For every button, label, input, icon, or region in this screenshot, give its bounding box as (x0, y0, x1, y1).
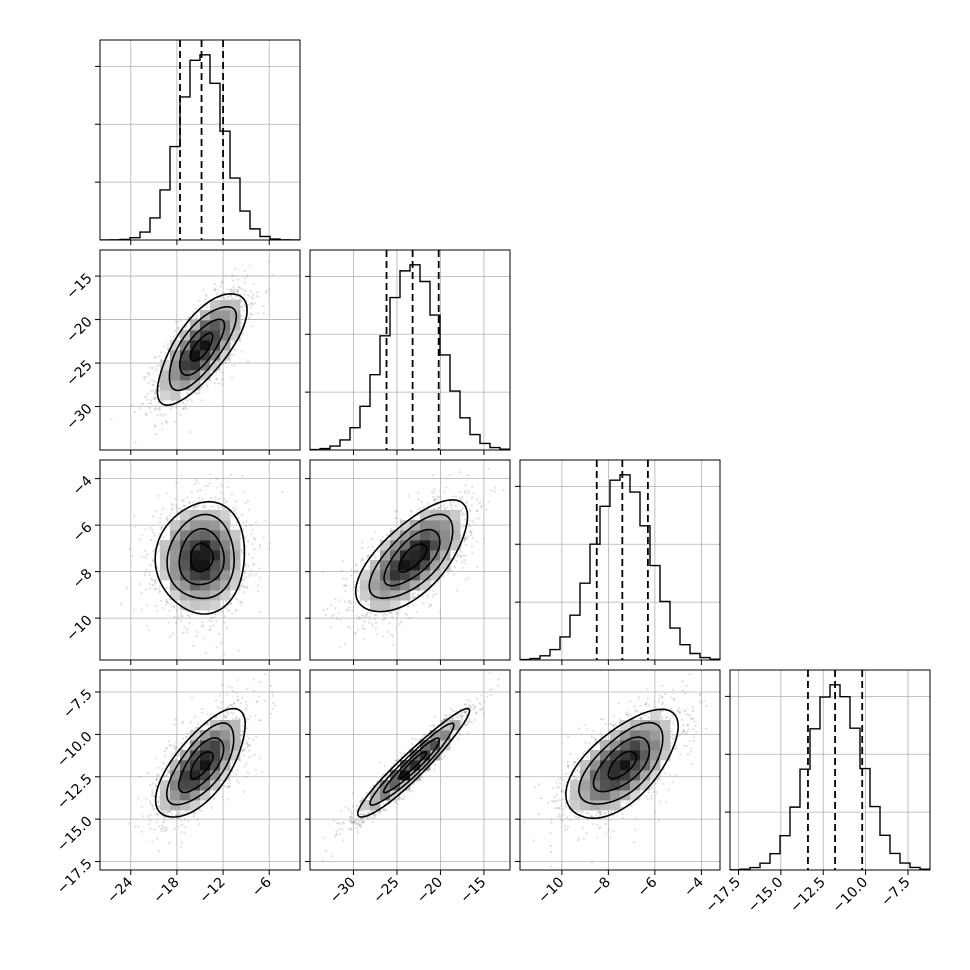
y-tick-label: −10.0 (54, 729, 96, 771)
panel-content (100, 460, 300, 660)
x-tick-label: −30 (327, 874, 359, 906)
contour-line (178, 527, 225, 586)
contour-line (156, 292, 248, 407)
panel-content (730, 670, 930, 870)
density-cells (160, 720, 241, 811)
y-tick-label: −12.5 (54, 771, 96, 813)
density-cells (570, 710, 671, 811)
panel-content (310, 670, 510, 870)
panel-frame (309, 249, 511, 451)
y-tick-label: −6 (70, 519, 96, 545)
panel-3-1: −30 −25 −20 −15 (305, 669, 511, 907)
contour-line (578, 721, 664, 805)
y-tick-label: −25 (63, 357, 95, 389)
density-cells (360, 720, 461, 811)
contour-line (154, 707, 247, 818)
x-tick-label: −8 (588, 874, 614, 900)
x-tick-label: −4 (681, 874, 707, 900)
panel-frame (309, 669, 511, 871)
contour-line (354, 499, 469, 613)
panel-0-0 (95, 39, 301, 245)
x-tick-label: −15 (457, 874, 489, 906)
x-tick-label: −10 (535, 874, 567, 906)
x-tick-label: −25 (370, 874, 402, 906)
histogram-step (310, 264, 510, 450)
contour-line (356, 707, 471, 818)
y-tick-label: −7.5 (60, 686, 95, 721)
density-cells (160, 510, 241, 611)
panel-3-0: −24 −18 −12 −6 −17.5−15.0−12.5−10.0 −7.5 (54, 669, 301, 907)
contour-line (565, 708, 680, 820)
contour-line (178, 737, 225, 794)
panel-1-0: −30 −25 −20 −15 (63, 249, 301, 455)
contour-line (369, 722, 455, 806)
contour-line (168, 306, 238, 392)
x-tick-label: −6 (249, 874, 275, 900)
y-tick-label: −4 (70, 473, 96, 499)
x-tick-label: −20 (414, 874, 446, 906)
x-tick-label: −15.0 (745, 874, 787, 916)
x-tick-label: −24 (104, 874, 136, 906)
panel-frame (99, 669, 301, 871)
panel-frame (99, 459, 301, 661)
panel-frame (309, 459, 511, 661)
panel-content (100, 250, 300, 450)
contour-line (592, 736, 651, 793)
contour-line (382, 737, 441, 794)
x-tick-label: −10.0 (830, 874, 872, 916)
y-tick-label: −17.5 (54, 856, 96, 898)
panel-content (100, 40, 300, 240)
contour-line (398, 543, 428, 573)
y-tick-label: −15.0 (54, 813, 96, 855)
contour-line (189, 332, 214, 362)
panel-content (100, 670, 300, 870)
y-tick-label: −30 (63, 401, 95, 433)
y-tick-label: −20 (63, 314, 95, 346)
panel-frame (729, 669, 931, 871)
contour-line (154, 500, 246, 615)
y-tick-label: −8 (70, 566, 96, 592)
panel-content (520, 460, 720, 660)
contour-line (397, 751, 427, 780)
panel-frame (99, 249, 301, 451)
panel-content (520, 670, 720, 870)
contour-line (189, 751, 214, 780)
panel-1-1 (305, 249, 511, 455)
x-tick-label: −12.5 (787, 874, 829, 916)
x-tick-label: −18 (150, 874, 182, 906)
panel-2-1 (305, 459, 511, 665)
panel-frame (519, 669, 721, 871)
histogram-step (100, 54, 300, 240)
panel-3-3: −17.5 −15.0 −12.5 −10.0 −7.5 (702, 669, 931, 916)
contour-line (368, 513, 454, 600)
y-tick-label: −15 (63, 270, 95, 302)
x-tick-label: −7.5 (878, 874, 913, 909)
x-tick-label: −17.5 (702, 874, 744, 916)
contour-line (190, 542, 214, 573)
contour-line (607, 750, 638, 780)
contour-line (166, 513, 236, 600)
panel-2-2 (515, 459, 721, 665)
panel-2-0: −10 −8 −6 −4 (63, 459, 301, 665)
x-tick-label: −12 (197, 874, 229, 906)
contour-line (383, 528, 441, 587)
x-tick-label: −6 (635, 874, 661, 900)
contour-line (166, 722, 235, 806)
panel-content (310, 250, 510, 450)
histogram-step (520, 474, 720, 660)
contour-line (178, 318, 226, 376)
panel-3-2: −10 −8 −6 −4 (515, 669, 721, 907)
panel-content (310, 460, 510, 660)
y-tick-label: −10 (63, 612, 95, 644)
panel-frame (519, 459, 721, 661)
panel-frame (99, 39, 301, 241)
histogram-step (730, 684, 930, 870)
